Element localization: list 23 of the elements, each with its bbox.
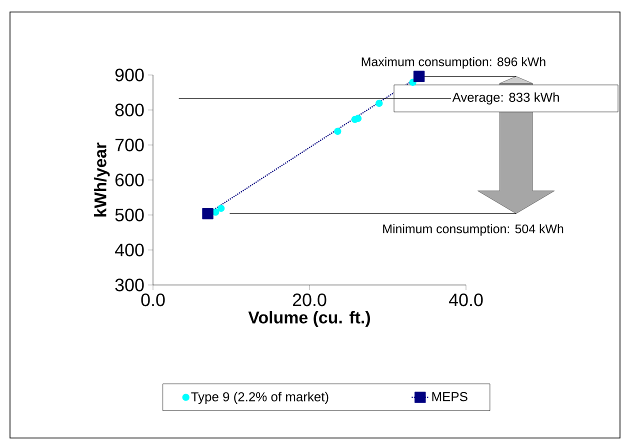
point — [217, 204, 225, 212]
x-tick-label: 0.0 — [141, 294, 165, 306]
point — [202, 208, 214, 220]
x-axis-title: Volume (cu. ft.) — [248, 311, 370, 327]
y-tick-label: 500 — [115, 208, 144, 222]
x-tick-label: 40.0 — [448, 294, 483, 306]
point — [413, 70, 425, 82]
point — [354, 114, 362, 122]
x-tick-label: 20.0 — [292, 294, 326, 306]
legend-label: MEPS — [432, 392, 468, 402]
ref-line-label: Maximum consumption: 896 kWh — [362, 57, 546, 69]
y-tick-label: 600 — [115, 174, 144, 186]
point — [334, 128, 342, 135]
y-tick-label: 400 — [114, 244, 144, 256]
ref-line-label: Average: 833 kWh — [452, 92, 559, 104]
y-tick-label: 800 — [115, 104, 144, 116]
point — [376, 100, 383, 107]
y-tick-label: 300 — [115, 278, 144, 292]
y-axis-title: kWh/year — [94, 142, 110, 216]
y-tick-label: 900 — [115, 68, 144, 82]
legend-label: Type 9 (2.2% of market) — [191, 392, 328, 404]
y-tick-label: 700 — [115, 138, 144, 152]
ref-line-label: Minimum consumption: 504 kWh — [383, 224, 564, 236]
